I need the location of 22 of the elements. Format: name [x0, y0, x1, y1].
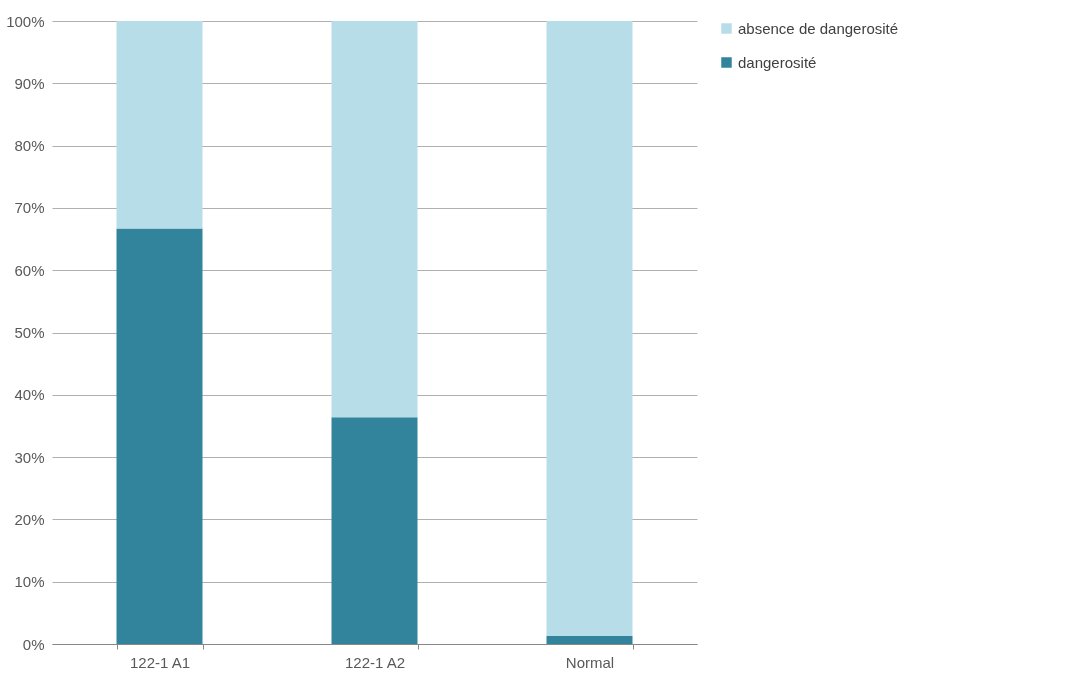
y-tick-label: 90% [14, 74, 45, 92]
bar [331, 21, 418, 418]
y-tick-label: 0% [22, 635, 45, 653]
legend-label: dangerosité [738, 53, 817, 71]
y-tick-label: 80% [14, 137, 45, 155]
bar [331, 417, 418, 644]
y-tick-label: 70% [14, 199, 45, 217]
y-tick-label: 40% [14, 386, 45, 404]
x-tick-label: 122-1 A1 [129, 653, 191, 671]
y-tick-label: 50% [14, 324, 45, 341]
y-tick-label: 20% [14, 510, 45, 528]
x-tick-label: Normal [565, 653, 615, 671]
bar [116, 21, 203, 229]
bar [546, 21, 633, 636]
y-tick-label: 10% [14, 573, 45, 591]
legend-label: absence de dangerosité [738, 19, 899, 37]
bar [116, 228, 203, 644]
x-tick-label: 122-1 A2 [344, 653, 406, 671]
y-tick-label: 60% [14, 261, 45, 279]
bar [546, 635, 633, 644]
y-tick-label: 30% [14, 448, 45, 466]
y-tick-label: 100% [6, 12, 45, 30]
